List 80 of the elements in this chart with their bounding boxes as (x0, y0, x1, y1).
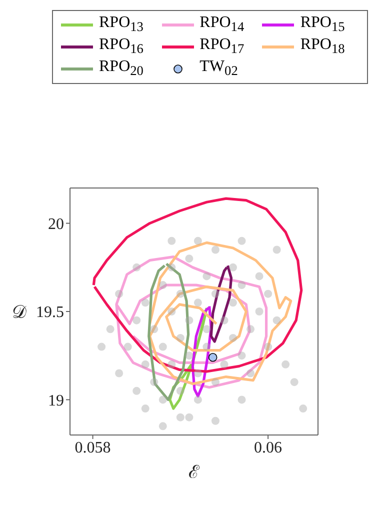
point (264, 342, 272, 351)
point (158, 396, 167, 404)
point (282, 360, 290, 368)
point (158, 422, 167, 430)
point (168, 236, 176, 245)
point (228, 334, 237, 342)
point (158, 342, 167, 351)
point (255, 272, 264, 280)
y-tick-label: 19 (48, 392, 64, 410)
point (132, 263, 141, 272)
point (185, 316, 194, 324)
point (255, 308, 264, 316)
legend-label: RPO$_{16}$ (99, 36, 144, 58)
point (132, 386, 141, 395)
point (185, 413, 194, 422)
line-series (210, 264, 233, 343)
legend-label: TW$_{02}$ (200, 58, 238, 80)
point (98, 342, 106, 351)
point (132, 316, 141, 324)
point (168, 308, 176, 316)
point (238, 236, 246, 245)
point (124, 342, 132, 351)
point (238, 352, 246, 360)
point (141, 360, 150, 368)
legend-label: RPO$_{15}$ (300, 14, 345, 36)
line-series (148, 241, 292, 386)
point (220, 360, 228, 368)
point (115, 290, 124, 298)
point (211, 378, 220, 386)
point (194, 236, 202, 245)
point (211, 290, 220, 298)
point (208, 352, 218, 362)
y-tick-label: 20 (48, 216, 64, 233)
point (202, 272, 211, 280)
point (202, 342, 211, 351)
point (194, 369, 202, 378)
point (299, 404, 308, 413)
line-series (148, 262, 190, 402)
legend-label: RPO$_{18}$ (300, 36, 345, 58)
point (290, 378, 298, 386)
line-series (92, 197, 303, 373)
point (176, 290, 184, 298)
point (194, 396, 202, 404)
point (220, 316, 228, 324)
legend-label: RPO$_{14}$ (200, 14, 244, 36)
point (141, 298, 150, 307)
point (168, 263, 176, 272)
point (150, 378, 158, 386)
point (211, 416, 220, 425)
point (228, 298, 237, 307)
point (264, 290, 272, 298)
point (141, 404, 150, 413)
y-tick-label: 19.5 (36, 304, 64, 322)
x-axis-title: ℰ (188, 462, 200, 482)
y-axis-title: 𝒟 (12, 302, 27, 322)
legend-label: RPO$_{17}$ (200, 36, 244, 58)
point (176, 413, 184, 422)
point (211, 246, 220, 254)
point (246, 369, 255, 378)
legend-label: RPO$_{20}$ (99, 58, 144, 80)
point (158, 281, 167, 290)
point (238, 281, 246, 290)
point (194, 298, 202, 307)
point (238, 396, 246, 404)
point (150, 325, 158, 334)
point (168, 360, 176, 368)
point (246, 325, 255, 334)
point (202, 325, 211, 334)
point (115, 369, 124, 378)
point (272, 246, 281, 254)
x-tick-label: 0.058 (74, 439, 111, 456)
point (272, 316, 281, 324)
point (185, 352, 194, 360)
point (176, 334, 184, 342)
point (185, 254, 194, 263)
x-tick-label: 0.06 (254, 439, 282, 456)
point (228, 263, 237, 272)
point (176, 386, 184, 395)
point (106, 325, 114, 334)
legend-label: RPO$_{13}$ (99, 14, 144, 36)
